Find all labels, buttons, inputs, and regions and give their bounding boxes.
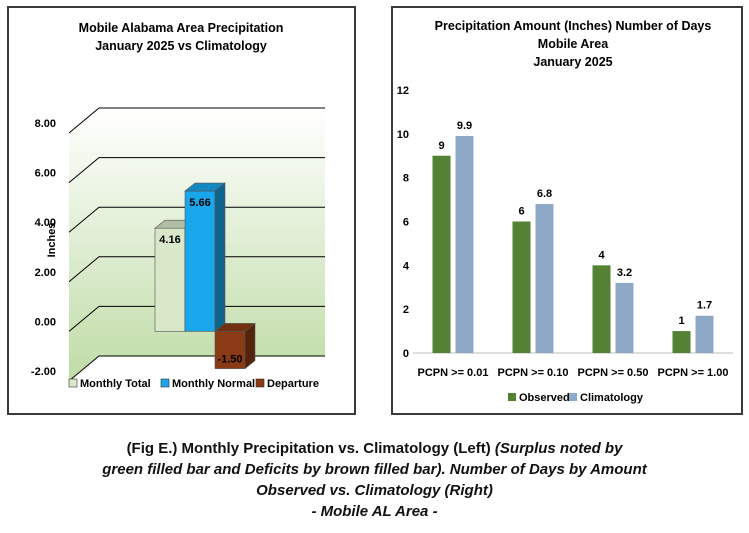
bar-value-label: 4 [598, 249, 605, 261]
bar-value-label: 1.7 [697, 300, 712, 312]
legend-label: Monthly Normal [172, 378, 255, 390]
bar-observed [672, 331, 691, 353]
y-tick-label: 12 [397, 85, 409, 97]
y-tick-label: 8 [403, 173, 409, 185]
bar-observed [592, 265, 611, 353]
y-tick-label: 10 [397, 129, 409, 141]
left-chart-legend: Monthly Total Monthly Normal Departure [68, 378, 319, 390]
bar-monthly-normal: 5.66 [184, 182, 226, 333]
bar-value-label: 3.2 [617, 267, 632, 279]
y-tick-label: 6 [403, 217, 409, 229]
bar-observed [432, 155, 451, 353]
monthly-precipitation-chart: Mobile Alabama Area Precipitation Januar… [31, 21, 325, 390]
right-chart-title: Precipitation Amount (Inches) Number of … [435, 19, 712, 33]
caption-line-3: Observed vs. Climatology (Right) [256, 482, 493, 499]
right-chart-panel: Precipitation Amount (Inches) Number of … [391, 6, 743, 415]
right-chart-legend: Observed Climatology [508, 392, 644, 404]
left-chart-title: Mobile Alabama Area Precipitation [79, 21, 284, 35]
legend-label: Departure [267, 378, 319, 390]
y-tick-label: 4 [403, 260, 410, 272]
legend-swatch [255, 378, 265, 388]
y-tick-label: 6.00 [35, 168, 56, 180]
bar-climatology [535, 203, 554, 353]
figure-caption: (Fig E.) Monthly Precipitation vs. Clima… [0, 438, 749, 522]
bar-front-face [154, 227, 186, 332]
legend-swatch [68, 378, 78, 388]
y-tick-label: 2.00 [35, 267, 56, 279]
x-tick-label: PCPN >= 1.00 [658, 367, 729, 379]
gridline [68, 107, 325, 134]
bar-side-face [214, 182, 226, 333]
right-chart-subtitle: Mobile Area [538, 37, 609, 51]
y-tick-label: 0.00 [35, 316, 56, 328]
bar-front-face [214, 331, 246, 369]
bar-value-label: 4.16 [159, 234, 180, 246]
bar-value-label: 9 [438, 140, 444, 152]
caption-line-1-bold: (Fig E.) Monthly Precipitation vs. Clima… [126, 440, 491, 457]
gridline [68, 256, 325, 283]
caption-line-1-italic: (Surplus noted by [494, 440, 623, 457]
bar-side-face [244, 322, 256, 370]
legend-label: Monthly Total [80, 378, 151, 390]
bar-climatology [695, 315, 714, 353]
bar-value-label: 1 [678, 315, 684, 327]
bar-climatology [455, 136, 474, 353]
right-chart-subtitle-date: January 2025 [533, 55, 612, 69]
gridline [68, 305, 325, 332]
bar-front-face [184, 190, 216, 332]
bar-value-label: 5.66 [189, 197, 210, 209]
bar-climatology [615, 282, 634, 353]
x-tick-label: PCPN >= 0.50 [578, 367, 649, 379]
y-tick-label: 8.00 [35, 118, 56, 130]
caption-line-1: (Fig E.) Monthly Precipitation vs. Clima… [0, 438, 749, 459]
legend-swatch [508, 393, 516, 401]
left-chart-subtitle: January 2025 vs Climatology [95, 39, 267, 53]
caption-line-2: green filled bar and Deficits by brown f… [102, 461, 647, 478]
bar-value-label: 6.8 [537, 188, 552, 200]
x-tick-label: PCPN >= 0.01 [418, 367, 489, 379]
bar-observed [512, 221, 531, 353]
caption-line-4: - Mobile AL Area - [311, 503, 438, 520]
legend-swatch [569, 393, 577, 401]
x-tick-label: PCPN >= 0.10 [498, 367, 569, 379]
bar-value-label: -1.50 [217, 354, 242, 366]
gridline [68, 157, 325, 183]
legend-label: Climatology [580, 392, 644, 404]
legend-label: Observed [519, 392, 570, 404]
gridline [68, 206, 325, 233]
y-tick-label: 0 [403, 348, 409, 360]
left-chart-panel: Mobile Alabama Area Precipitation Januar… [7, 6, 356, 415]
bar-value-label: 6 [518, 206, 524, 218]
y-tick-label: 2 [403, 304, 409, 316]
days-by-amount-chart: Precipitation Amount (Inches) Number of … [397, 19, 733, 404]
legend-swatch [160, 378, 170, 388]
left-y-axis-label: Inches [46, 223, 58, 258]
bar-departure: -1.50 [214, 322, 256, 370]
bar-value-label: 9.9 [457, 120, 472, 132]
y-tick-label: -2.00 [31, 366, 56, 378]
y-tick-label: 4.00 [35, 217, 56, 229]
